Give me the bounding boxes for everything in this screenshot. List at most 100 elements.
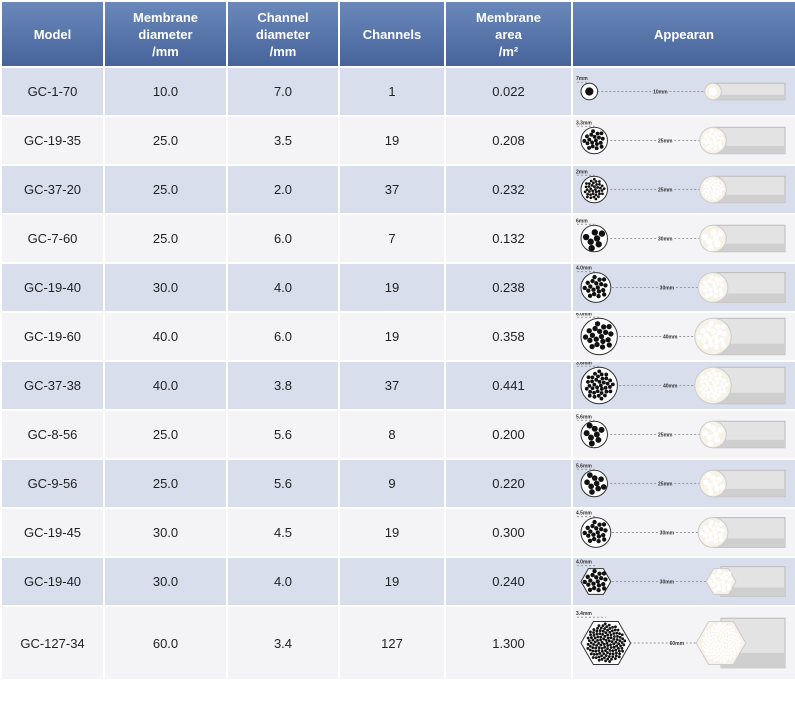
cell: 127 bbox=[338, 605, 446, 681]
channel-hole bbox=[592, 628, 596, 631]
channel-hole bbox=[605, 337, 611, 343]
tube-hole bbox=[713, 344, 719, 350]
channel-hole bbox=[601, 287, 606, 293]
channel-hole bbox=[589, 630, 592, 634]
channel-hole bbox=[591, 646, 595, 650]
diagram-label: 40mm bbox=[663, 384, 678, 390]
table-row: GC-1-70 10.0 7.0 1 0.022 7mm 10mm bbox=[0, 66, 795, 117]
tube-hole bbox=[718, 376, 723, 381]
tube-shade bbox=[713, 343, 785, 355]
channel-hole bbox=[615, 651, 618, 655]
tube-hole bbox=[709, 389, 714, 394]
tube-hole bbox=[729, 648, 733, 652]
channel-hole bbox=[599, 391, 604, 395]
diagram-label: 30mm bbox=[660, 286, 675, 292]
diagram-label: 40mm bbox=[663, 335, 678, 341]
tube-hole bbox=[733, 639, 737, 643]
tube-hole bbox=[721, 378, 726, 383]
channel-hole bbox=[606, 657, 610, 661]
channel-hole bbox=[586, 192, 590, 196]
tube-hole bbox=[710, 393, 715, 398]
channel-hole bbox=[615, 638, 619, 641]
channel-hole bbox=[620, 646, 624, 650]
channel-hole bbox=[588, 644, 592, 648]
tube-hole bbox=[718, 277, 724, 282]
tube-hole bbox=[720, 528, 725, 533]
channel-hole bbox=[611, 652, 615, 656]
channel-hole bbox=[606, 651, 609, 655]
tube-hole bbox=[732, 642, 736, 646]
channel-hole bbox=[586, 646, 590, 650]
tube-hole bbox=[701, 337, 707, 343]
tube-hole bbox=[718, 634, 722, 638]
channel-hole bbox=[592, 390, 596, 395]
tube-hole bbox=[713, 396, 718, 401]
channel-hole bbox=[599, 638, 602, 642]
channel-hole bbox=[597, 655, 601, 659]
channel-hole bbox=[605, 641, 609, 645]
channel-hole bbox=[595, 530, 600, 535]
tube-hole bbox=[723, 660, 727, 663]
diagram-label: 7mm bbox=[576, 76, 588, 82]
channel-hole bbox=[588, 244, 595, 252]
tube-hole bbox=[709, 183, 713, 187]
channel-hole bbox=[601, 532, 606, 538]
channel-hole bbox=[600, 484, 607, 490]
tube-hole bbox=[706, 185, 710, 188]
channel-hole bbox=[588, 440, 595, 447]
tube-hole bbox=[713, 197, 717, 201]
tube-hole bbox=[713, 534, 719, 539]
header-cell: Membrane area/m² bbox=[444, 0, 573, 68]
channel-hole bbox=[606, 342, 612, 348]
header-cell: Model bbox=[0, 0, 105, 68]
tube-hole bbox=[704, 633, 708, 637]
channel-hole bbox=[598, 629, 602, 633]
tube-hole bbox=[721, 651, 725, 655]
tube-hole bbox=[711, 177, 715, 181]
table-row: GC-19-40 30.0 4.0 19 0.240 4.0mm 30mm bbox=[0, 556, 795, 607]
tube-hole bbox=[701, 233, 709, 241]
tube-hole bbox=[726, 625, 730, 629]
tube-hole bbox=[717, 629, 720, 633]
tube-hole bbox=[699, 380, 704, 384]
diagram-label: 3.3mm bbox=[576, 120, 592, 126]
tube-hole bbox=[719, 337, 725, 343]
tube-hole bbox=[733, 635, 737, 639]
cell: GC-37-20 bbox=[0, 164, 105, 215]
tube-hole bbox=[709, 274, 714, 280]
channel-hole bbox=[598, 426, 605, 433]
tube-hole bbox=[706, 394, 711, 399]
channel-hole bbox=[605, 625, 609, 629]
tube-hole bbox=[716, 624, 720, 628]
cell: 0.441 bbox=[444, 360, 573, 411]
channel-hole bbox=[592, 394, 597, 399]
tube-hole bbox=[704, 648, 707, 652]
tube-hole bbox=[719, 184, 723, 188]
channel-hole bbox=[608, 648, 612, 652]
channel-hole bbox=[587, 393, 592, 398]
header-line: diameter bbox=[138, 26, 193, 42]
channel-hole bbox=[597, 641, 601, 645]
label-bg bbox=[656, 234, 675, 243]
channel-hole bbox=[610, 382, 615, 387]
tube-hole bbox=[712, 530, 718, 535]
channel-hole bbox=[613, 657, 617, 660]
tube-hole bbox=[701, 636, 705, 640]
channel-hole bbox=[589, 641, 593, 645]
tube-hole bbox=[711, 635, 715, 639]
diagram: 5.6mm 25mm bbox=[576, 414, 786, 449]
tube-hole bbox=[710, 644, 714, 647]
channel-hole bbox=[600, 640, 604, 644]
channel-hole bbox=[613, 628, 617, 632]
channel-hole bbox=[584, 386, 589, 391]
channel-hole bbox=[597, 624, 601, 628]
tube-hole bbox=[721, 647, 725, 650]
channel-hole bbox=[614, 625, 617, 629]
tube-hole bbox=[713, 190, 717, 194]
channel-hole bbox=[592, 177, 596, 181]
channel-hole bbox=[601, 522, 607, 527]
tube-hole bbox=[716, 649, 719, 653]
channel-hole bbox=[604, 659, 607, 663]
channel-hole bbox=[592, 382, 597, 387]
label-bg bbox=[657, 283, 676, 292]
